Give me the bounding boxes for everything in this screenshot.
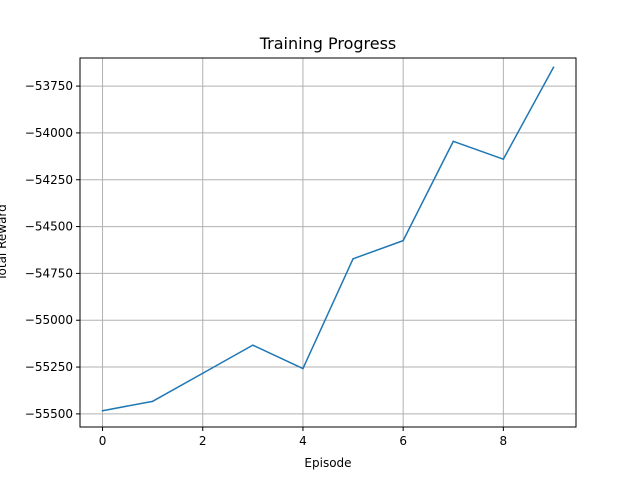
series-line bbox=[101, 66, 555, 412]
data-point bbox=[302, 367, 304, 370]
grid bbox=[80, 58, 576, 427]
x-tick-label: 0 bbox=[99, 434, 107, 448]
y-tick-label: −54250 bbox=[25, 173, 73, 187]
plot-frame bbox=[79, 57, 577, 428]
chart-title: Training Progress bbox=[259, 34, 397, 53]
y-axis-label: Total Reward bbox=[0, 204, 9, 282]
data-point bbox=[402, 239, 404, 242]
data-point bbox=[151, 400, 154, 403]
x-tick-label: 6 bbox=[399, 434, 407, 448]
x-axis-label: Episode bbox=[304, 456, 351, 470]
data-point bbox=[252, 344, 254, 346]
y-tick-label: −55500 bbox=[25, 407, 73, 421]
data-point bbox=[502, 158, 505, 160]
y-tick-label: −54750 bbox=[25, 266, 73, 280]
x-tick-label: 2 bbox=[199, 434, 207, 448]
y-tick-label: −54500 bbox=[25, 220, 73, 234]
data-point bbox=[452, 140, 455, 143]
y-tick-label: −55250 bbox=[25, 360, 73, 374]
x-tick-label: 8 bbox=[500, 434, 508, 448]
data-point bbox=[201, 372, 204, 375]
x-tick-label: 4 bbox=[299, 434, 307, 448]
data-point bbox=[101, 409, 104, 412]
data-point bbox=[352, 258, 354, 260]
series-layer bbox=[101, 66, 555, 412]
data-point bbox=[552, 66, 555, 69]
y-tick-label: −55000 bbox=[25, 313, 73, 327]
ticks: 0 2 4 6 8 −55500 −55250 −55000 −54750 −54500 −5425… bbox=[25, 79, 507, 448]
y-tick-label: −54000 bbox=[25, 126, 73, 140]
y-tick-label: −53750 bbox=[25, 79, 73, 93]
